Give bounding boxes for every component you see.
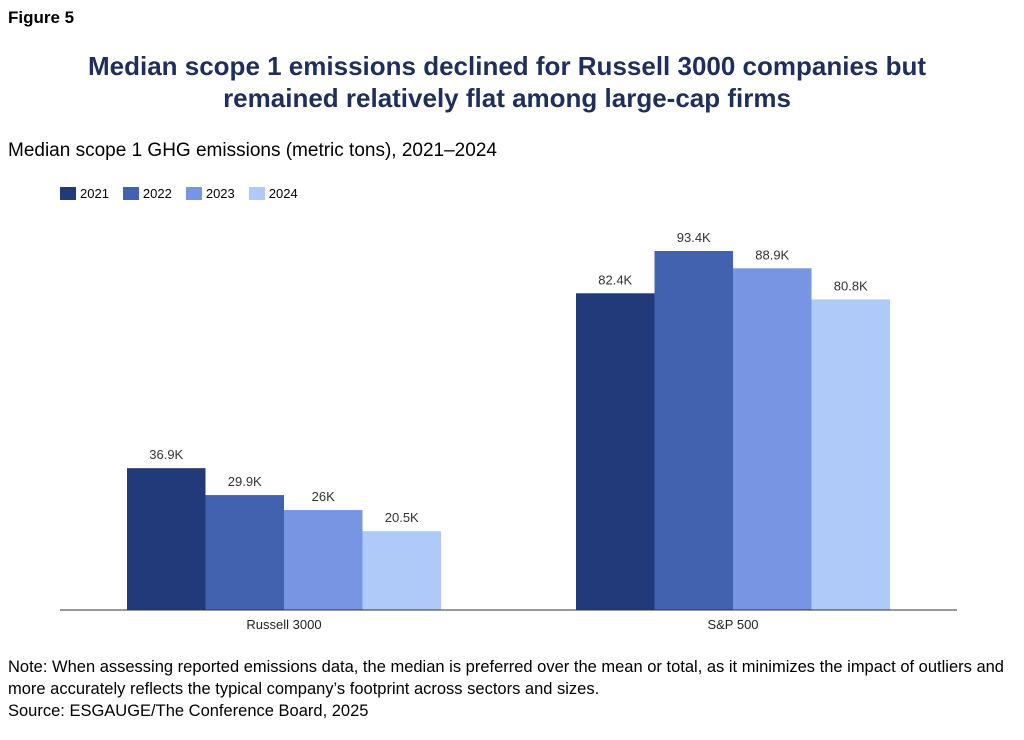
bar-s-p-500-2024 (811, 299, 890, 610)
legend-item-2022: 2022 (122, 186, 172, 201)
data-label-russell-3000-2021: 36.9K (149, 447, 183, 462)
x-tick-label: Russell 3000 (246, 617, 321, 632)
chart-subtitle: Median scope 1 GHG emissions (metric ton… (8, 140, 497, 161)
source-text: Source: ESGAUGE/The Conference Board, 20… (8, 702, 369, 720)
legend-item-2023: 2023 (185, 186, 235, 201)
bar-russell-3000-2023 (284, 510, 363, 610)
data-label-s-p-500-2024: 80.8K (834, 278, 868, 293)
title-line-2: remained relatively flat among large-cap… (223, 83, 791, 113)
figure-label: Figure 5 (8, 8, 75, 27)
legend-swatch-2024 (248, 187, 265, 200)
bar-s-p-500-2023 (733, 268, 812, 610)
data-label-russell-3000-2023: 26K (312, 489, 335, 504)
x-tick-label: S&P 500 (707, 617, 758, 632)
data-label-russell-3000-2022: 29.9K (228, 474, 262, 489)
data-label-russell-3000-2024: 20.5K (385, 510, 419, 525)
legend-swatch-2021 (60, 187, 76, 200)
legend: 2021 2022 2023 2024 (60, 186, 312, 201)
data-label-s-p-500-2022: 93.4K (677, 230, 711, 245)
legend-item-2021: 2021 (60, 186, 109, 201)
footnote: Note: When assessing reported emissions … (8, 656, 1013, 722)
bar-chart: 36.9K 29.9K 26K 20.5K Russell 3000 82.4K 93.4K… (60, 230, 957, 632)
legend-swatch-2022 (122, 187, 139, 200)
legend-label-2022: 2022 (142, 186, 172, 201)
title-line-1: Median scope 1 emissions declined for Ru… (87, 51, 927, 81)
legend-swatch-2023 (185, 187, 202, 200)
bar-russell-3000-2021 (127, 468, 206, 610)
bar-russell-3000-2022 (205, 495, 284, 610)
data-label-s-p-500-2023: 88.9K (755, 247, 789, 262)
data-label-s-p-500-2021: 82.4K (598, 272, 632, 287)
bar-russell-3000-2024 (362, 531, 441, 610)
legend-item-2024: 2024 (248, 186, 298, 201)
legend-label-2024: 2024 (268, 186, 298, 201)
bar-s-p-500-2022 (654, 251, 733, 610)
legend-label-2021: 2021 (80, 186, 109, 201)
chart-title: Median scope 1 emissions declined for Ru… (0, 50, 1014, 114)
note-text: Note: When assessing reported emissions … (8, 658, 1004, 698)
bar-s-p-500-2021 (576, 293, 655, 610)
legend-label-2023: 2023 (205, 186, 235, 201)
